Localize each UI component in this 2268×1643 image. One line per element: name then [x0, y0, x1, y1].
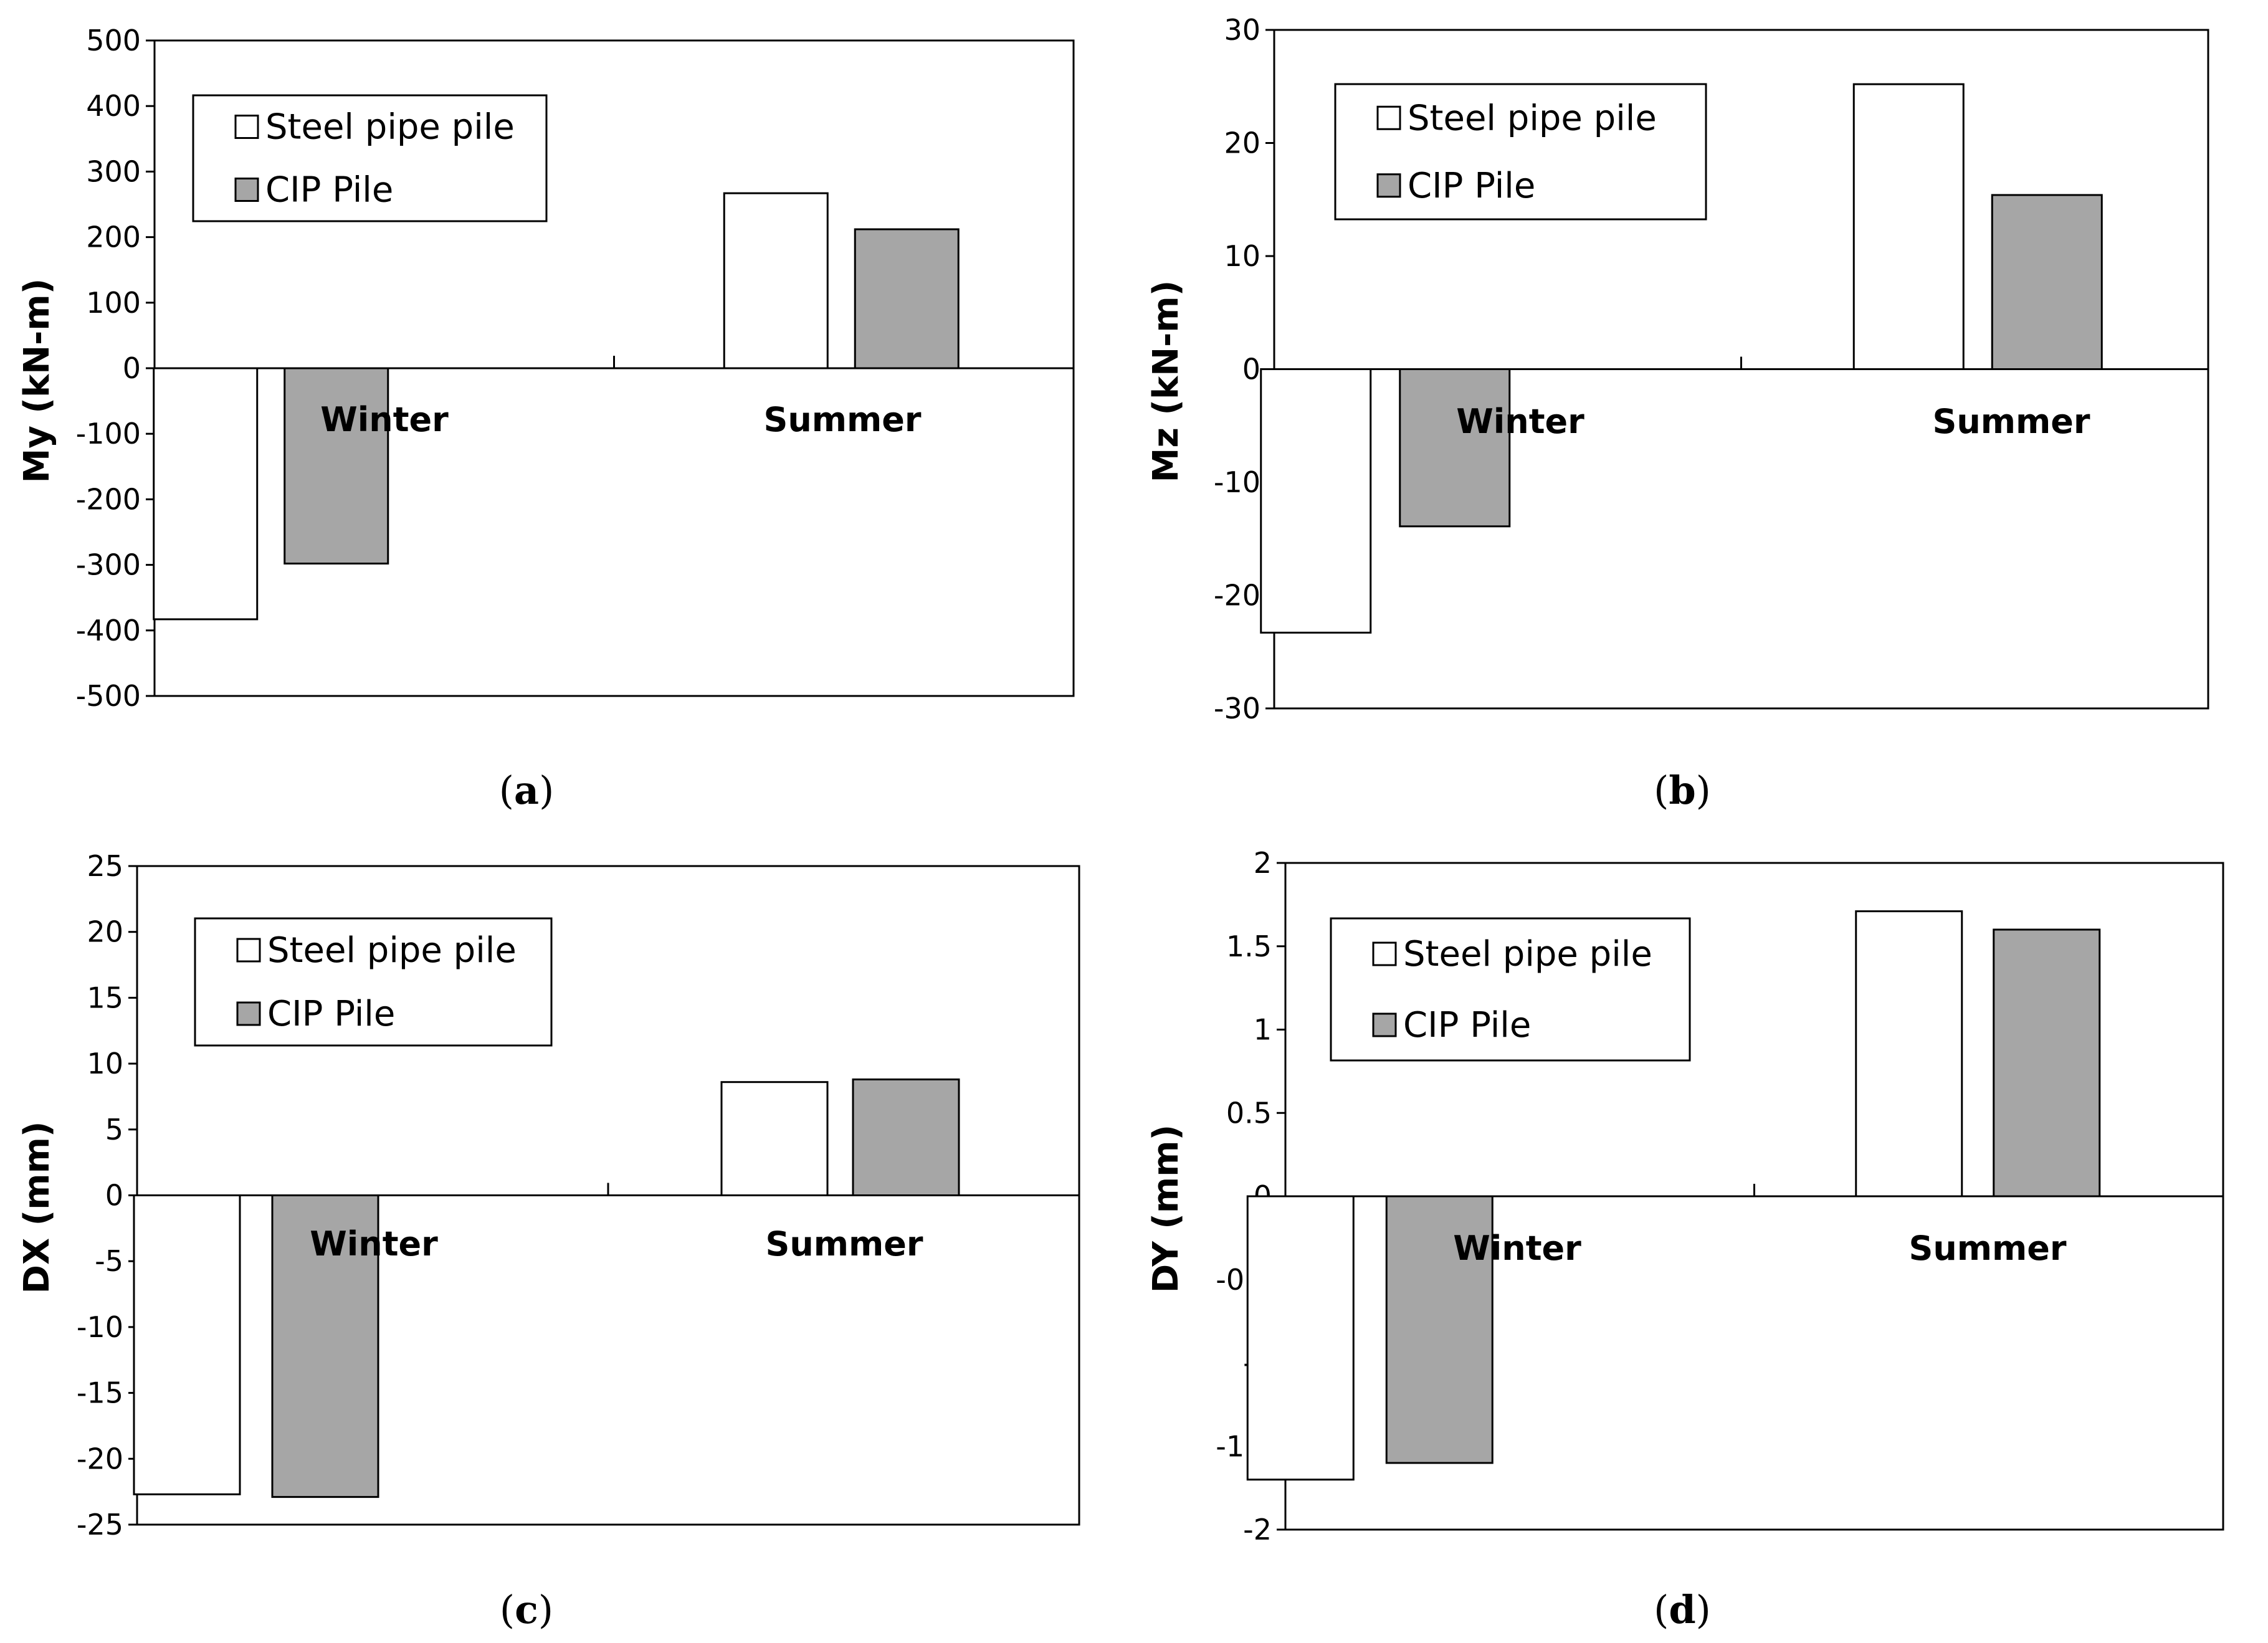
category-label: Winter [310, 1224, 438, 1264]
chart-panel-b: 30 20 10 0 -10 -20 -30 Mz (kN-m) Winter Summer Ste… [1146, 13, 2209, 813]
legend-swatch [1376, 173, 1401, 198]
panel-caption: (c) [500, 1587, 553, 1632]
panel-caption: (d) [1654, 1587, 1711, 1632]
bar-winter-steel-pipe-pile [1260, 368, 1372, 634]
y-tick-label: 20 [87, 915, 123, 949]
category-label: Winter [1453, 1229, 1581, 1268]
legend-label: CIP Pile [267, 994, 395, 1034]
bar-summer-cip-pile [1993, 928, 2101, 1198]
legend: Steel pipe pile CIP Pile [1334, 83, 1707, 221]
bar-winter-steel-pipe-pile [153, 367, 259, 621]
y-tick-label: 25 [87, 849, 123, 883]
chart-panel-a: 500 400 300 200 100 0 -100 -200 -300 -400 -500 My (… [17, 24, 1075, 813]
y-tick-label: 100 [86, 286, 141, 320]
legend-label: Steel pipe pile [1408, 98, 1657, 138]
legend-swatch [1376, 105, 1401, 130]
legend: Steel pipe pile CIP Pile [194, 917, 553, 1047]
y-tick-label: 5 [105, 1113, 123, 1146]
bar-winter-cip-pile [284, 367, 389, 564]
y-tick-label: -300 [76, 548, 141, 582]
panel-caption: (a) [499, 768, 555, 813]
category-label: Summer [765, 1224, 923, 1264]
y-tick-label: -100 [76, 417, 141, 450]
category-label: Summer [763, 400, 921, 439]
legend-swatch [234, 178, 259, 202]
bar-winter-steel-pipe-pile [133, 1194, 241, 1495]
panel-caption: (b) [1654, 768, 1711, 813]
legend-label: Steel pipe pile [265, 107, 515, 148]
legend: Steel pipe pile CIP Pile [1330, 917, 1691, 1062]
legend-swatch [1372, 1012, 1397, 1037]
legend-swatch [1372, 941, 1397, 966]
y-tick-label: 400 [86, 89, 141, 123]
y-tick-label: -30 [1214, 692, 1260, 725]
y-tick-label: -20 [1214, 579, 1260, 612]
category-label: Summer [1932, 402, 2090, 441]
y-tick-label: 0 [1242, 353, 1260, 386]
y-tick-label: 30 [1224, 13, 1260, 47]
y-axis-label: DX (mm) [17, 1121, 57, 1293]
legend-label: CIP Pile [1408, 166, 1535, 206]
chart-panel-c: 25 20 15 10 5 0 -5 -10 -15 -20 -25 DX (mm) Winter Sum… [17, 849, 1080, 1632]
legend-swatch [234, 115, 259, 139]
y-tick-label: 10 [87, 1047, 123, 1080]
y-tick-label: 0 [123, 351, 141, 385]
y-tick-label: 1 [1254, 1013, 1272, 1047]
y-tick-label: -20 [77, 1442, 123, 1475]
y-tick-label: 500 [86, 24, 141, 57]
category-label: Winter [1456, 402, 1584, 441]
bar-summer-cip-pile [1991, 194, 2103, 370]
y-tick-label: 0.5 [1226, 1096, 1272, 1130]
category-label: Summer [1908, 1229, 2066, 1268]
bar-summer-steel-pipe-pile [1852, 83, 1965, 370]
legend-label: CIP Pile [1403, 1005, 1531, 1045]
y-axis-label: DY (mm) [1146, 1125, 1186, 1293]
y-tick-label: 0 [105, 1179, 123, 1212]
bar-summer-cip-pile [852, 1078, 960, 1197]
bar-summer-steel-pipe-pile [723, 192, 829, 369]
category-label: Winter [320, 400, 449, 439]
y-tick-label: 2 [1254, 846, 1272, 880]
legend-label: Steel pipe pile [1403, 934, 1652, 974]
bar-winter-steel-pipe-pile [1246, 1195, 1355, 1481]
y-tick-label: -400 [76, 614, 141, 647]
bar-winter-cip-pile [1399, 368, 1511, 528]
y-tick-label: 1.5 [1226, 930, 1272, 963]
y-tick-label: -15 [77, 1376, 123, 1410]
y-tick-label: 20 [1224, 126, 1260, 160]
legend-label: Steel pipe pile [267, 930, 517, 971]
y-tick-label: 15 [87, 981, 123, 1014]
y-tick-label: -2 [1243, 1513, 1272, 1546]
y-axis-label: My (kN-m) [17, 279, 57, 483]
bar-summer-steel-pipe-pile [720, 1081, 829, 1197]
y-axis-label: Mz (kN-m) [1146, 280, 1186, 483]
bar-summer-cip-pile [854, 228, 960, 369]
legend-swatch [236, 1001, 261, 1026]
legend: Steel pipe pile CIP Pile [192, 94, 548, 222]
y-tick-label: -10 [77, 1310, 123, 1344]
bar-summer-steel-pipe-pile [1855, 910, 1963, 1198]
y-tick-label: 300 [86, 155, 141, 188]
legend-swatch [236, 938, 261, 963]
legend-label: CIP Pile [265, 170, 393, 211]
bar-winter-cip-pile [271, 1194, 379, 1498]
y-tick-label: -25 [77, 1508, 123, 1541]
chart-panel-d: 21.510.50-0.5-1-1.5-2DY (mm)WinterSummer… [1146, 846, 2224, 1632]
y-tick-label: -5 [95, 1244, 123, 1278]
y-tick-label: -200 [76, 482, 141, 516]
y-tick-label: 10 [1224, 239, 1260, 273]
bar-winter-cip-pile [1385, 1195, 1494, 1464]
y-tick-label: -500 [76, 679, 141, 713]
y-tick-label: 200 [86, 221, 141, 254]
y-tick-label: -10 [1214, 465, 1260, 499]
